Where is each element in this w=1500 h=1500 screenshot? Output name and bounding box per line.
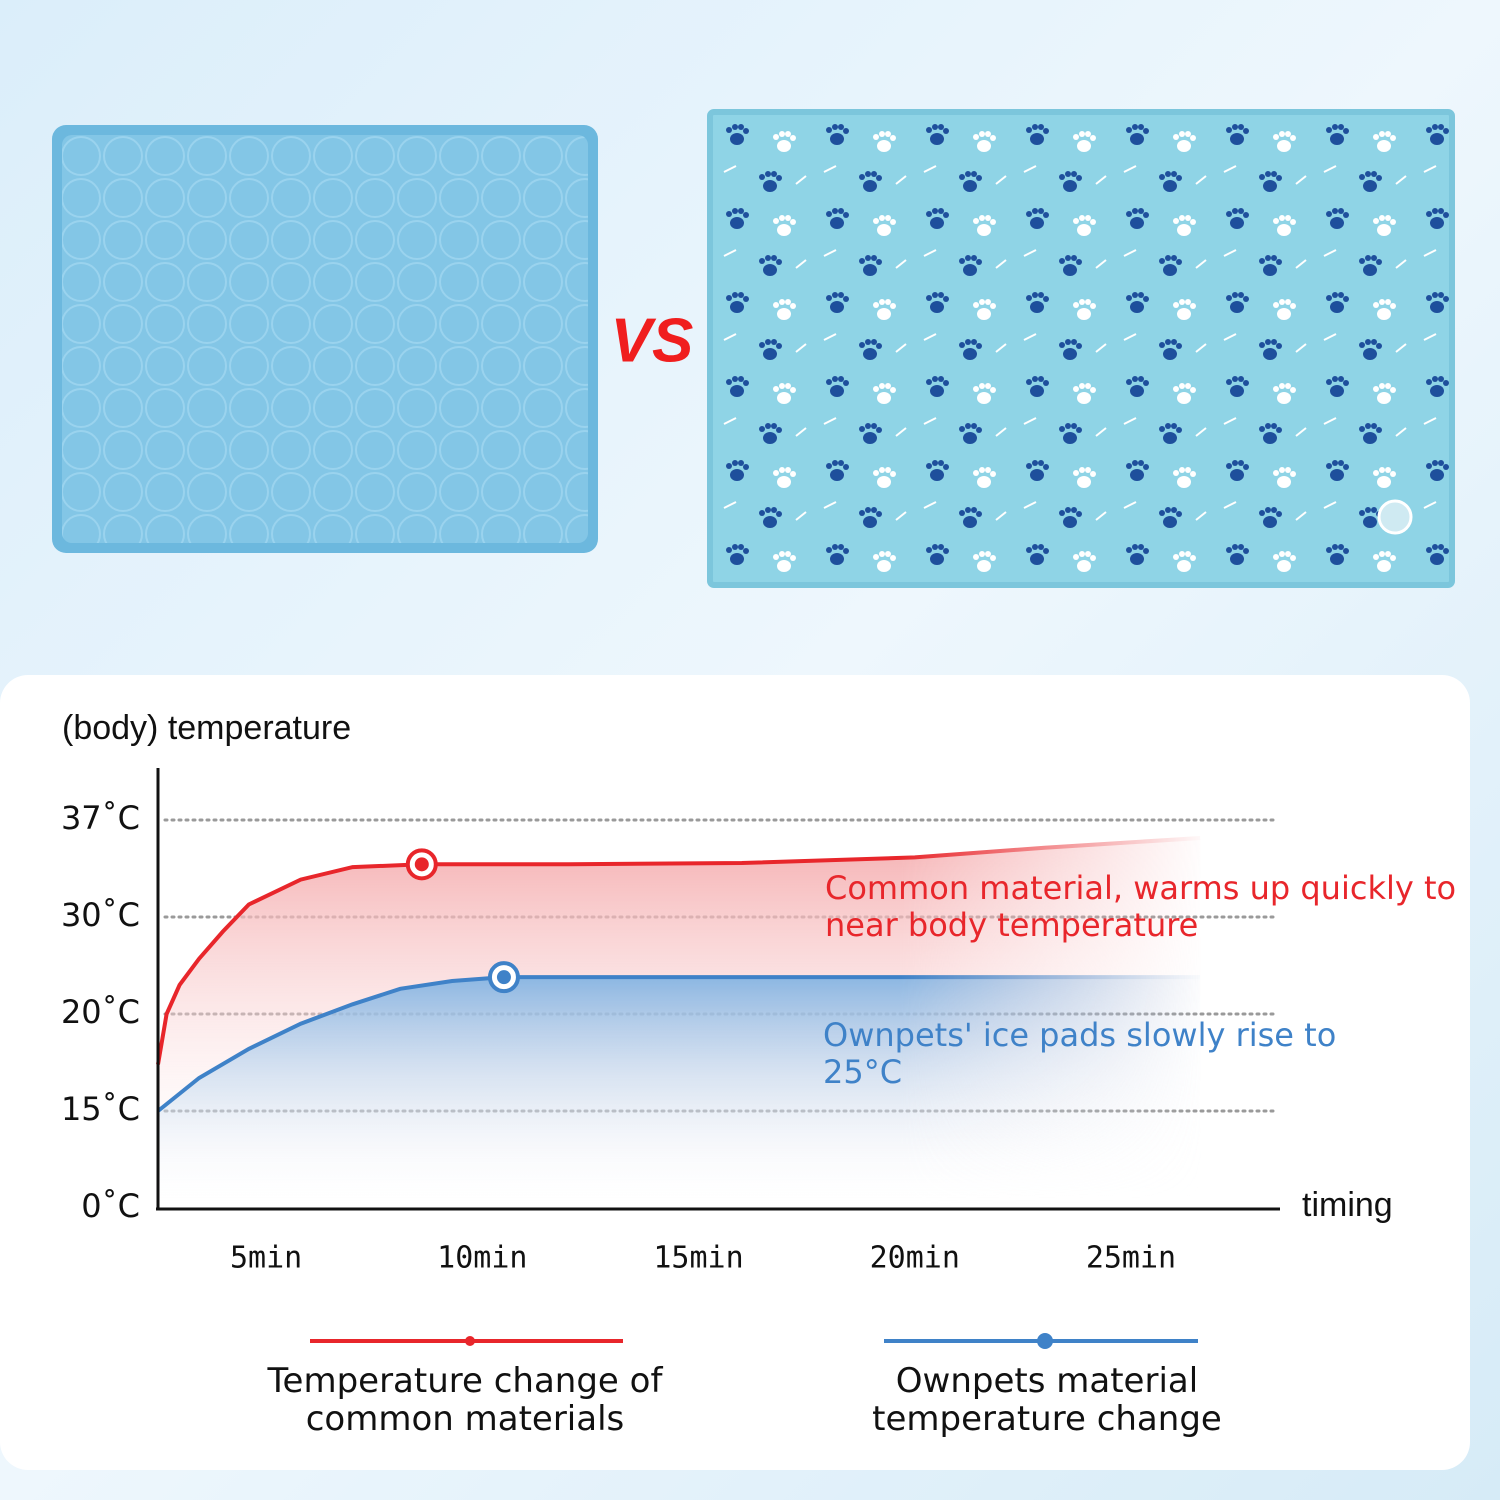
marker-dot	[496, 970, 511, 985]
x-tick-label: 5min	[230, 1241, 302, 1276]
y-tick-label: 20˚C	[61, 993, 140, 1031]
x-axis-label: timing	[1302, 1186, 1393, 1224]
legend-dot	[1037, 1333, 1053, 1349]
annotation: Ownpets' ice pads slowly rise to 25°C	[823, 1016, 1337, 1091]
vs-label: VS	[611, 306, 694, 375]
marker	[405, 848, 438, 881]
plot: 0˚C 15˚C 20˚C 30˚C 37˚C 5min 10min 15min 20min 25…	[61, 799, 1280, 1276]
y-tick-label: 37˚C	[61, 799, 140, 837]
gel-mat	[707, 109, 1455, 588]
x-tick-label: 25min	[1086, 1241, 1176, 1276]
line	[156, 836, 1201, 1065]
y-axis-label: (body) temperature	[62, 709, 351, 747]
annotation: Common material, warms up quickly to nea…	[825, 869, 1457, 944]
line	[156, 975, 1201, 1113]
area	[158, 977, 1201, 1208]
x-tick-label: 10min	[437, 1241, 527, 1276]
y-tick-label: 30˚C	[61, 896, 140, 934]
legend-label: Ownpets material temperature change	[872, 1361, 1222, 1439]
legend-label: Temperature change of common materials	[267, 1361, 663, 1439]
series	[156, 975, 1201, 1208]
marker-dot	[414, 857, 429, 872]
x-tick-label: 20min	[870, 1241, 960, 1276]
mat-quilt	[62, 135, 588, 543]
x-tick-label: 15min	[653, 1241, 743, 1276]
mat-valve	[1377, 499, 1413, 535]
y-tick-label: 0˚C	[81, 1187, 140, 1225]
legend-dot	[465, 1336, 475, 1346]
marker	[487, 961, 520, 994]
y-tick-label: 15˚C	[61, 1090, 140, 1128]
